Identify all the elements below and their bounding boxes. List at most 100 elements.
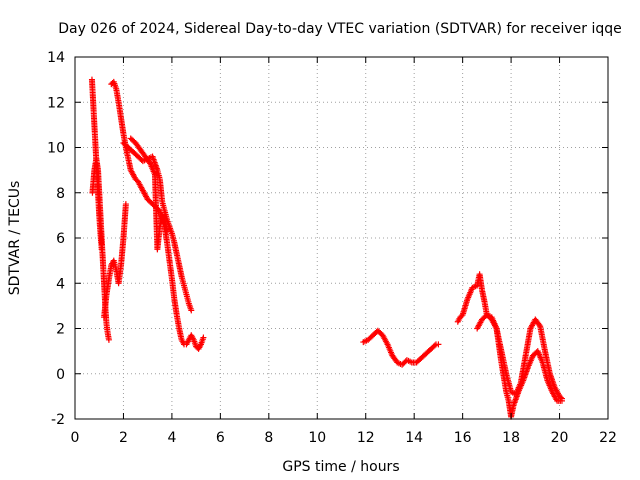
x-tick-label: 20 (551, 430, 569, 446)
data-point (127, 165, 134, 172)
data-point (557, 394, 564, 401)
data-point (132, 151, 139, 158)
data-point (430, 343, 437, 350)
x-tick-label: 18 (502, 430, 520, 446)
data-point (502, 369, 509, 376)
x-tick-label: 10 (308, 430, 326, 446)
series-arc-c (101, 201, 129, 321)
data-point (536, 321, 543, 328)
data-point (498, 346, 505, 353)
x-tick-label: 12 (357, 430, 375, 446)
data-point (431, 342, 438, 349)
y-tick-label: 8 (56, 186, 65, 202)
data-point (175, 260, 182, 267)
x-tick-label: 16 (454, 430, 472, 446)
y-tick-label: -2 (51, 412, 65, 428)
data-point (377, 330, 384, 337)
data-point (392, 356, 399, 363)
data-points (88, 76, 565, 420)
data-point (136, 181, 143, 188)
y-tick-label: 12 (47, 95, 65, 111)
x-tick-label: 14 (405, 430, 423, 446)
series-arc-b (89, 155, 112, 343)
data-point (505, 396, 512, 403)
data-point (407, 358, 414, 365)
data-point (163, 226, 170, 233)
data-point (124, 154, 131, 161)
data-point (425, 348, 432, 355)
series-arc-e (120, 139, 195, 314)
data-point (122, 142, 129, 149)
y-tick-label: 0 (56, 367, 65, 383)
data-point (367, 334, 374, 341)
data-point (178, 335, 185, 342)
data-point (141, 190, 148, 197)
series-arc-f (127, 135, 171, 253)
data-point (140, 150, 147, 157)
data-point (185, 338, 192, 345)
data-point (127, 146, 134, 153)
data-point (105, 335, 112, 342)
data-point (130, 137, 137, 144)
data-point (199, 336, 206, 343)
data-point (159, 197, 166, 204)
axis-ticks: 0 2 4 6 8 10 12 14 16 18 20 22 -2 0 2 4 6 8 10 12 14 (47, 50, 617, 446)
data-point (517, 381, 524, 388)
x-tick-label: 22 (599, 430, 617, 446)
data-point (546, 369, 553, 376)
data-point (411, 359, 418, 366)
data-point (551, 382, 558, 389)
data-point (197, 342, 204, 349)
data-point (401, 359, 408, 366)
data-point (122, 202, 129, 209)
data-point (170, 237, 177, 244)
data-point (538, 357, 545, 364)
data-point (175, 323, 182, 330)
x-tick-label: 2 (119, 430, 128, 446)
data-point (180, 280, 187, 287)
data-point (189, 335, 196, 342)
data-point (435, 341, 442, 348)
data-point (139, 185, 146, 192)
data-point (510, 404, 517, 411)
data-point (481, 296, 488, 303)
series-arc-i (474, 311, 565, 402)
series-arc-g (360, 327, 442, 368)
data-point (145, 157, 152, 164)
data-point (383, 339, 390, 346)
data-point (420, 352, 427, 359)
x-tick-label: 6 (216, 430, 225, 446)
data-point (129, 170, 136, 177)
y-tick-label: 14 (47, 50, 65, 66)
x-tick-label: 4 (167, 430, 176, 446)
x-tick-label: 8 (264, 430, 273, 446)
data-point (543, 375, 550, 382)
data-point (173, 249, 180, 256)
y-tick-label: 10 (47, 141, 65, 157)
data-point (492, 323, 499, 330)
data-point (178, 271, 185, 278)
data-point (161, 206, 168, 213)
data-point (416, 357, 423, 364)
y-tick-label: 4 (56, 276, 65, 292)
chart-title: Day 026 of 2024, Sidereal Day-to-day VTE… (58, 21, 622, 37)
x-axis-label: GPS time / hours (282, 459, 399, 475)
x-tick-label: 0 (71, 430, 80, 446)
data-point (185, 298, 192, 305)
data-point (135, 144, 142, 151)
data-point (182, 289, 189, 296)
data-point (112, 83, 119, 90)
data-point (160, 215, 167, 222)
data-point (527, 327, 534, 334)
data-point (541, 346, 548, 353)
data-point (532, 350, 539, 357)
data-point (481, 314, 488, 321)
y-tick-label: 2 (56, 322, 65, 338)
data-point (108, 263, 115, 270)
data-point (558, 395, 565, 402)
data-point (535, 320, 542, 327)
data-point (187, 305, 194, 312)
data-point (137, 155, 144, 162)
